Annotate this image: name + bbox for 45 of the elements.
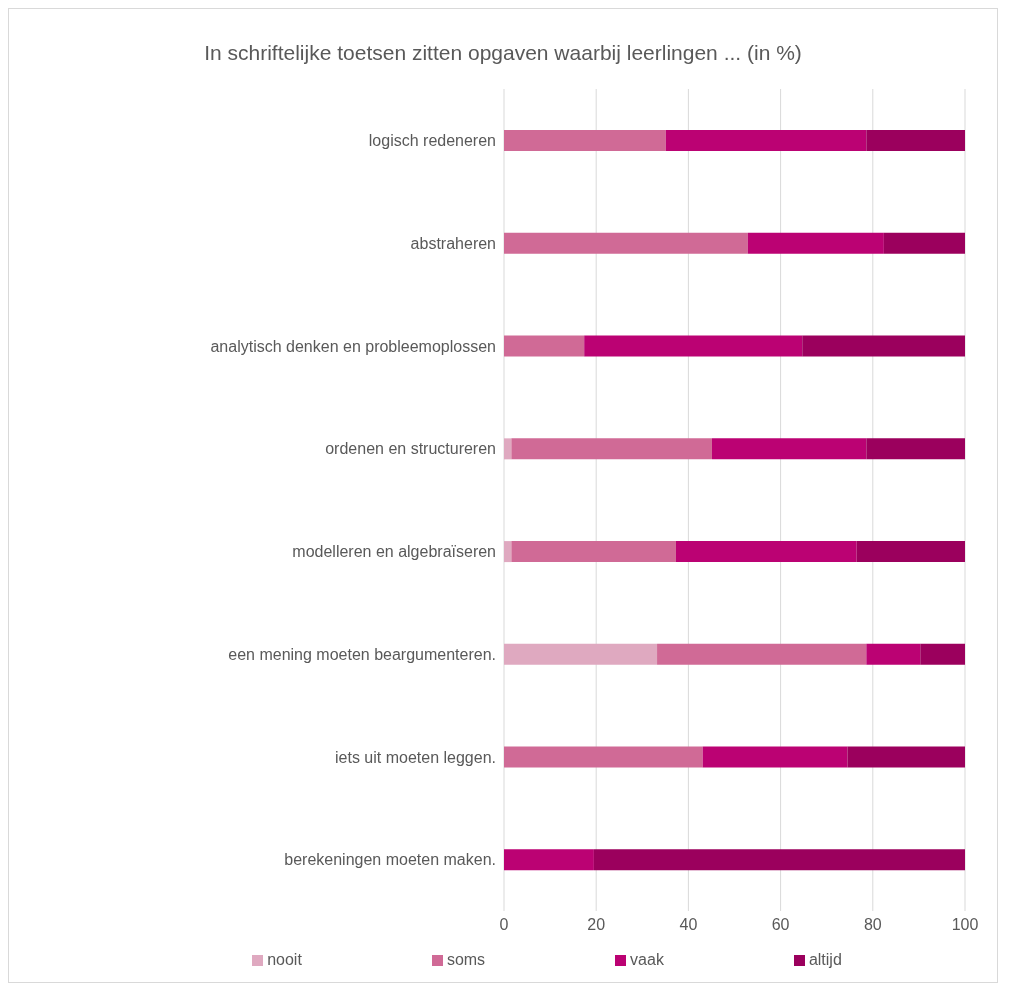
chart-title: In schriftelijke toetsen zitten opgaven waarbij leerlingen ... (in %)	[203, 40, 803, 66]
bar	[856, 541, 965, 563]
bar	[866, 643, 921, 665]
y-tick-label: berekeningen moeten maken.	[284, 851, 496, 869]
y-tick-label: analytisch denken en probleemoplossen	[210, 337, 496, 355]
x-tick-label: 100	[951, 916, 979, 934]
bar	[584, 335, 803, 357]
bar	[847, 746, 965, 768]
x-tick-label: 40	[679, 916, 698, 934]
y-tick-label: iets uit moeten leggen.	[335, 748, 496, 766]
legend-label: altijd	[808, 951, 842, 968]
bar	[593, 849, 965, 871]
y-tick-label: modelleren en algebraïseren	[292, 543, 496, 561]
bar	[665, 130, 867, 152]
bar	[504, 335, 585, 357]
bar	[747, 232, 884, 254]
bar	[504, 232, 748, 254]
bar	[504, 746, 703, 768]
bar	[511, 541, 676, 563]
y-tick-label: een mening moeten beargumenteren.	[228, 645, 496, 663]
legend-label: soms	[446, 951, 486, 968]
x-tick-label: 60	[771, 916, 790, 934]
bar	[920, 643, 965, 665]
x-tick-label: 20	[587, 916, 606, 934]
y-tick-label: abstraheren	[410, 234, 496, 252]
bar	[702, 746, 848, 768]
bar	[802, 335, 965, 357]
bar	[504, 643, 658, 665]
y-tick-label: logisch redeneren	[368, 132, 496, 150]
x-tick-label: 0	[499, 916, 509, 934]
bar	[504, 438, 512, 460]
bar	[504, 849, 594, 871]
bar	[711, 438, 867, 460]
bar	[883, 232, 965, 254]
bar	[657, 643, 867, 665]
bar	[866, 130, 965, 152]
bar	[504, 130, 666, 152]
y-tick-label: ordenen en structureren	[325, 440, 496, 458]
bar	[866, 438, 965, 460]
bar	[675, 541, 857, 563]
x-tick-label: 80	[863, 916, 882, 934]
bar	[504, 541, 512, 563]
legend-label: nooit	[267, 951, 302, 968]
bar	[511, 438, 712, 460]
legend-label: vaak	[630, 951, 664, 968]
